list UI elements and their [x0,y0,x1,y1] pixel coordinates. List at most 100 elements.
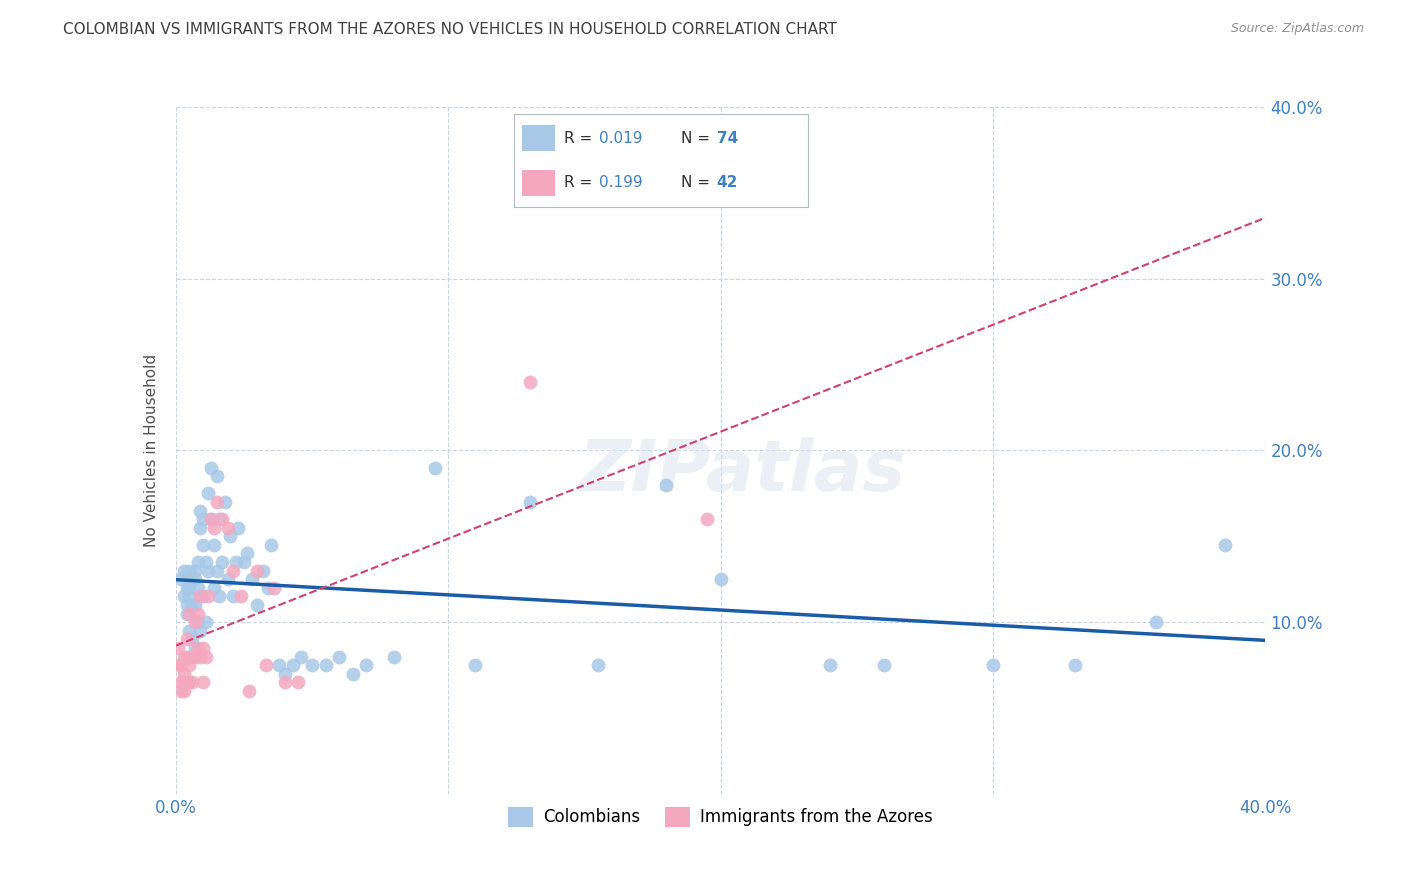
Point [184,640,207,655]
Point [197,486,219,500]
Point [232,555,254,569]
Point [217,521,239,535]
Point [205,495,228,509]
Point [167,640,190,655]
Point [1144,615,1167,630]
Point [176,675,198,690]
Point [519,375,541,389]
Point [315,658,337,673]
Point [710,572,733,586]
Point [214,495,236,509]
Text: R =: R = [564,130,596,145]
Point [184,649,207,664]
Point [202,581,225,595]
Point [173,649,195,664]
Point [173,564,195,578]
Point [287,675,309,690]
Point [217,572,239,586]
Point [170,675,193,690]
Point [186,607,209,621]
Point [184,564,207,578]
Point [225,555,247,569]
Point [184,572,207,586]
Point [191,538,214,552]
Point [274,675,297,690]
Point [186,615,209,630]
Point [188,624,211,638]
Point [818,658,841,673]
Point [194,555,217,569]
Point [219,529,242,543]
Point [173,683,195,698]
Text: COLOMBIAN VS IMMIGRANTS FROM THE AZORES NO VEHICLES IN HOUSEHOLD CORRELATION CHA: COLOMBIAN VS IMMIGRANTS FROM THE AZORES … [63,22,837,37]
FancyBboxPatch shape [523,169,555,195]
Point [260,538,283,552]
Point [301,658,323,673]
Point [222,590,245,604]
Point [181,649,204,664]
Point [181,632,204,647]
Point [205,564,228,578]
Point [170,572,193,586]
Point [186,555,209,569]
Point [194,615,217,630]
Point [188,521,211,535]
Point [202,538,225,552]
Point [181,572,204,586]
Point [981,658,1004,673]
Point [200,460,222,475]
Point [191,590,214,604]
Point [519,495,541,509]
Point [197,564,219,578]
Point [179,590,201,604]
Point [211,512,233,526]
Point [191,640,214,655]
Point [176,632,198,647]
Point [586,658,609,673]
Point [873,658,896,673]
Point [173,590,195,604]
Point [179,658,201,673]
Point [382,649,405,664]
Text: N =: N = [682,130,716,145]
Point [202,521,225,535]
Point [208,512,231,526]
Text: 0.019: 0.019 [599,130,643,145]
Point [342,666,364,681]
Point [274,666,297,681]
Point [167,658,190,673]
Point [176,649,198,664]
Point [235,546,257,561]
Point [240,572,263,586]
Point [228,521,250,535]
Point [184,598,207,612]
Point [179,624,201,638]
Point [176,598,198,612]
Point [254,658,277,673]
Point [173,675,195,690]
Y-axis label: No Vehicles in Household: No Vehicles in Household [143,354,159,547]
Text: 42: 42 [717,175,738,190]
Point [191,675,214,690]
Point [208,590,231,604]
Point [188,590,211,604]
Point [238,683,260,698]
Point [356,658,378,673]
Point [696,512,718,526]
Point [181,598,204,612]
Text: 0.199: 0.199 [599,175,643,190]
Point [231,590,253,604]
Point [176,581,198,595]
Point [191,512,214,526]
Point [179,564,201,578]
Point [211,555,233,569]
Point [200,512,222,526]
Point [423,460,446,475]
Point [184,615,207,630]
Point [222,564,245,578]
Point [173,666,195,681]
Text: N =: N = [682,175,716,190]
Point [170,683,193,698]
Point [181,675,204,690]
Point [263,581,285,595]
